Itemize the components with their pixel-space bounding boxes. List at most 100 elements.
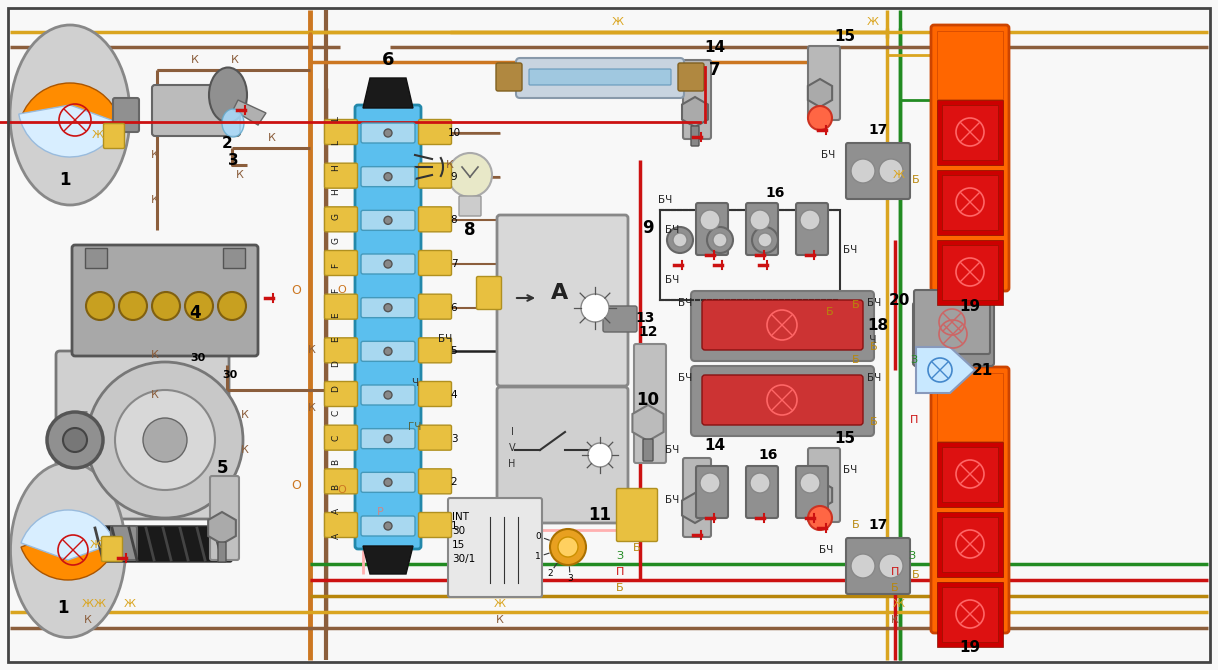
Circle shape [879, 554, 903, 578]
Text: БЧ: БЧ [438, 334, 452, 344]
Polygon shape [363, 78, 413, 108]
Bar [937, 373, 1002, 441]
Circle shape [384, 391, 392, 399]
FancyBboxPatch shape [745, 466, 778, 518]
Circle shape [808, 106, 832, 130]
FancyBboxPatch shape [324, 251, 358, 275]
Bar [937, 582, 1002, 647]
FancyBboxPatch shape [603, 306, 637, 332]
FancyBboxPatch shape [361, 472, 415, 492]
Text: БЧ: БЧ [665, 445, 680, 455]
Wedge shape [21, 510, 114, 560]
FancyBboxPatch shape [101, 537, 123, 561]
FancyBboxPatch shape [324, 163, 358, 188]
Text: E: E [331, 312, 341, 318]
FancyBboxPatch shape [516, 58, 685, 98]
FancyBboxPatch shape [324, 425, 358, 450]
Text: Ж: Ж [82, 599, 94, 609]
Text: 9: 9 [451, 172, 457, 182]
Text: A: A [552, 283, 569, 303]
Text: C: C [331, 410, 341, 416]
FancyBboxPatch shape [361, 341, 415, 361]
Circle shape [119, 292, 147, 320]
FancyBboxPatch shape [324, 469, 358, 494]
FancyBboxPatch shape [745, 203, 778, 255]
Text: О: О [291, 283, 301, 297]
Circle shape [758, 233, 772, 247]
Text: 17: 17 [868, 123, 888, 137]
Text: 16: 16 [759, 448, 777, 462]
Circle shape [384, 435, 392, 443]
Text: К: К [151, 150, 158, 160]
FancyBboxPatch shape [209, 476, 239, 560]
Text: Б: Б [912, 570, 920, 580]
Text: 6: 6 [451, 303, 457, 313]
Text: К: К [84, 615, 91, 625]
Text: БЧ: БЧ [867, 373, 881, 383]
Text: 2: 2 [547, 569, 553, 578]
Text: 14: 14 [704, 438, 726, 452]
Text: H: H [331, 163, 341, 171]
Text: 10: 10 [637, 391, 659, 409]
FancyBboxPatch shape [419, 251, 452, 275]
Text: Ж: Ж [611, 17, 624, 27]
Text: К: К [268, 133, 276, 143]
Text: БЧ: БЧ [678, 298, 692, 308]
Text: 7: 7 [451, 259, 457, 269]
Text: 30: 30 [452, 526, 465, 536]
Text: К: К [308, 345, 315, 355]
FancyBboxPatch shape [419, 119, 452, 145]
Text: I: I [510, 427, 514, 437]
Text: 2: 2 [222, 135, 233, 151]
Text: 3: 3 [451, 433, 457, 444]
Circle shape [581, 294, 609, 322]
Text: О: О [291, 478, 301, 492]
FancyBboxPatch shape [361, 210, 415, 230]
FancyBboxPatch shape [691, 291, 875, 361]
Text: Б: Б [853, 520, 860, 530]
Text: Ж: Ж [93, 130, 104, 140]
Text: Ж: Ж [124, 599, 136, 609]
Circle shape [635, 525, 646, 535]
Bar [942, 105, 998, 160]
FancyBboxPatch shape [419, 207, 452, 232]
Text: 15: 15 [834, 431, 855, 446]
Circle shape [800, 210, 820, 230]
Text: ГЧ: ГЧ [408, 421, 421, 431]
Text: Ч: Ч [412, 378, 419, 388]
FancyBboxPatch shape [931, 25, 1009, 291]
Text: БЧ: БЧ [821, 150, 836, 160]
FancyBboxPatch shape [847, 143, 910, 199]
Text: Ж: Ж [893, 599, 905, 609]
Text: Б: Б [892, 583, 899, 593]
Text: Б: Б [870, 417, 878, 427]
Text: 4: 4 [189, 304, 201, 322]
Text: К: К [236, 170, 244, 180]
Text: 19: 19 [960, 641, 980, 655]
Text: 14: 14 [704, 40, 726, 54]
Text: 7: 7 [709, 61, 721, 79]
FancyBboxPatch shape [324, 119, 358, 145]
Circle shape [800, 473, 820, 493]
Circle shape [114, 390, 216, 490]
Circle shape [558, 537, 579, 557]
Circle shape [384, 304, 392, 312]
FancyBboxPatch shape [83, 526, 231, 562]
Text: C: C [331, 435, 341, 441]
Text: 12: 12 [638, 325, 658, 339]
Text: Б: Б [826, 307, 834, 317]
Text: 3: 3 [568, 574, 574, 584]
FancyBboxPatch shape [616, 488, 658, 541]
Text: К: К [191, 55, 199, 65]
Circle shape [86, 292, 114, 320]
FancyBboxPatch shape [691, 126, 699, 146]
Text: Ж: Ж [893, 170, 905, 180]
FancyBboxPatch shape [914, 290, 990, 354]
Circle shape [63, 428, 86, 452]
Text: Б: Б [870, 342, 878, 352]
FancyBboxPatch shape [361, 429, 415, 449]
FancyBboxPatch shape [678, 63, 704, 91]
FancyBboxPatch shape [218, 542, 227, 562]
Bar [942, 447, 998, 502]
Circle shape [700, 210, 720, 230]
